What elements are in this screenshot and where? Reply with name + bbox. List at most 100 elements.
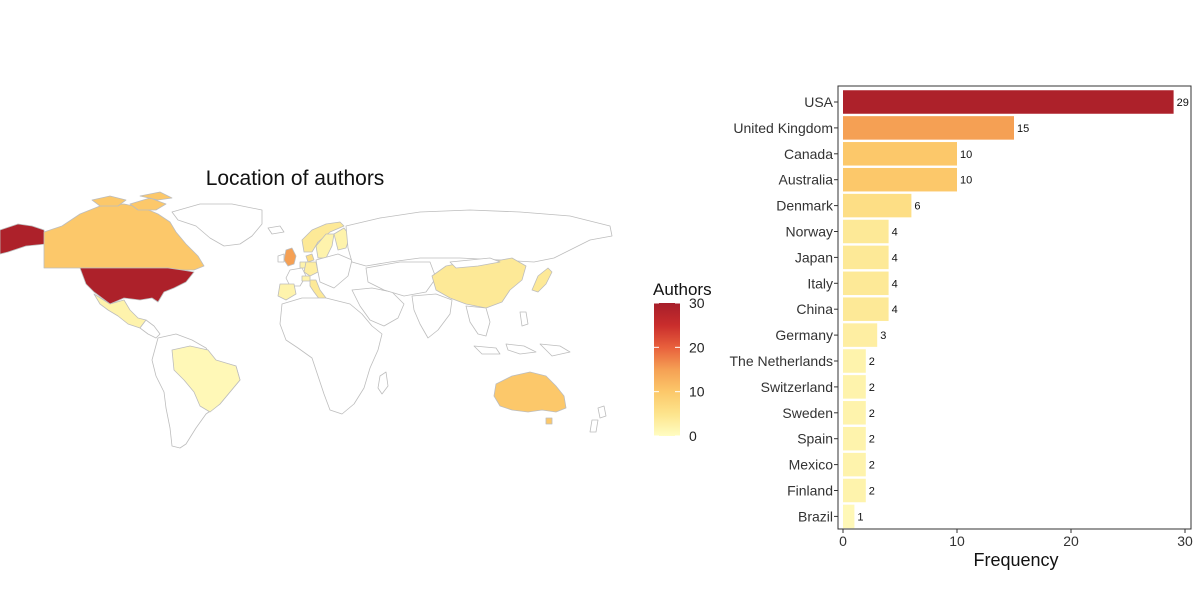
bar-value-label: 2 [869, 382, 875, 394]
bar-value-label: 6 [914, 201, 920, 213]
bar-united-kingdom [843, 116, 1014, 140]
bar-spain [843, 426, 866, 451]
y-tick-label: Denmark [776, 198, 834, 214]
bar-japan [843, 245, 889, 270]
map-region-southeast-asia [465, 305, 491, 337]
map-region-india [411, 293, 453, 339]
bar-value-label: 3 [880, 330, 886, 342]
map-region-uk [283, 247, 297, 267]
bar-value-label: 10 [960, 149, 972, 161]
map-region-central-america [139, 319, 161, 339]
y-tick-label: United Kingdom [733, 120, 833, 136]
y-tick-label: Finland [787, 483, 833, 499]
y-tick-label: Australia [779, 172, 834, 188]
map-region-eastern-europe [315, 253, 353, 289]
bar-value-label: 4 [892, 252, 898, 264]
y-tick-label: Mexico [789, 457, 834, 473]
bar-brazil [843, 504, 855, 529]
legend-tick-label: 10 [689, 384, 705, 400]
bar-china [843, 297, 889, 321]
bar-chart: USA United Kingdom Canada Australia Denmark N… [729, 85, 1193, 570]
bar-sweden [843, 401, 866, 425]
bar-value-label: 4 [892, 227, 898, 239]
x-tick-label: 10 [949, 533, 965, 549]
bar-norway [843, 219, 889, 244]
bar-value-label: 2 [869, 460, 875, 472]
y-tick-marks [834, 101, 838, 517]
legend-colorbar [654, 303, 680, 436]
world-map [0, 191, 613, 449]
y-tick-label: Norway [786, 224, 833, 240]
y-tick-label: Germany [775, 327, 833, 343]
map-region-middle-east [351, 287, 405, 327]
bar-value-label: 2 [869, 434, 875, 446]
map-region-indonesia [473, 343, 571, 357]
x-tick-label: 30 [1177, 533, 1193, 549]
map-region-usa [79, 267, 195, 305]
bar-canada [843, 142, 957, 166]
bar-value-label: 2 [869, 486, 875, 498]
y-tick-labels: USA United Kingdom Canada Australia Denmark N… [729, 94, 834, 524]
map-region-alaska [0, 223, 47, 255]
bar-the-netherlands [843, 349, 866, 373]
bar-value-label: 10 [960, 175, 972, 187]
bar-value-label: 2 [869, 408, 875, 420]
map-region-sweden [315, 233, 335, 259]
y-tick-label: Japan [795, 249, 833, 265]
map-region-philippines [519, 311, 529, 327]
map-region-spain [277, 283, 297, 301]
map-region-madagascar [377, 371, 389, 395]
legend-tick-label: 20 [689, 339, 705, 355]
bar-value-label: 29 [1177, 97, 1189, 109]
bar-mexico [843, 452, 866, 477]
bar-value-label: 1 [857, 511, 863, 523]
x-tick-labels: 0 10 20 30 [839, 533, 1193, 549]
bar-germany [843, 323, 878, 347]
bar-value-label: 4 [892, 278, 898, 290]
map-region-greenland [171, 203, 263, 247]
bar-denmark [843, 193, 912, 218]
x-axis-title: Frequency [973, 550, 1058, 570]
legend-title: Authors [653, 280, 712, 299]
bar-australia [843, 167, 957, 192]
bar-value-labels: 29 15 10 10 6 4 4 4 4 3 2 2 2 2 2 2 1 [857, 97, 1188, 523]
map-region-australia [493, 371, 567, 413]
map-region-central-asia [365, 261, 437, 297]
map-region-canada-islands [91, 191, 173, 211]
bar-usa [843, 90, 1174, 114]
legend-tick-label: 0 [689, 428, 697, 444]
y-tick-label: Switzerland [761, 379, 833, 395]
x-tick-label: 0 [839, 533, 847, 549]
y-tick-label: The Netherlands [729, 353, 833, 369]
bar-finland [843, 478, 866, 503]
legend-tick-label: 30 [689, 295, 705, 311]
legend-ticks: 30 20 10 0 [654, 295, 705, 444]
map-region-ireland [277, 253, 285, 263]
map-region-switzerland [301, 275, 311, 282]
bar-value-label: 15 [1017, 123, 1029, 135]
y-tick-label: Italy [807, 275, 833, 291]
map-region-germany [303, 261, 319, 277]
x-tick-marks [842, 529, 1186, 533]
y-tick-label: Brazil [798, 508, 833, 524]
bars [843, 90, 1174, 529]
map-region-tasmania [545, 417, 553, 425]
map-title: Location of authors [206, 167, 385, 190]
map-region-russia [345, 209, 613, 267]
map-region-mongolia [449, 257, 501, 269]
bar-value-label: 2 [869, 356, 875, 368]
map-region-africa [279, 297, 383, 415]
map-region-brazil [171, 345, 241, 413]
map-region-denmark [305, 253, 315, 263]
y-tick-label: USA [804, 94, 833, 110]
bar-italy [843, 271, 889, 296]
y-tick-label: Spain [797, 431, 833, 447]
bar-value-label: 4 [892, 304, 898, 316]
y-tick-label: Sweden [782, 405, 833, 421]
map-region-new-zealand [589, 405, 607, 433]
map-region-japan [531, 267, 553, 293]
map-region-france [285, 267, 307, 287]
x-tick-label: 20 [1063, 533, 1079, 549]
